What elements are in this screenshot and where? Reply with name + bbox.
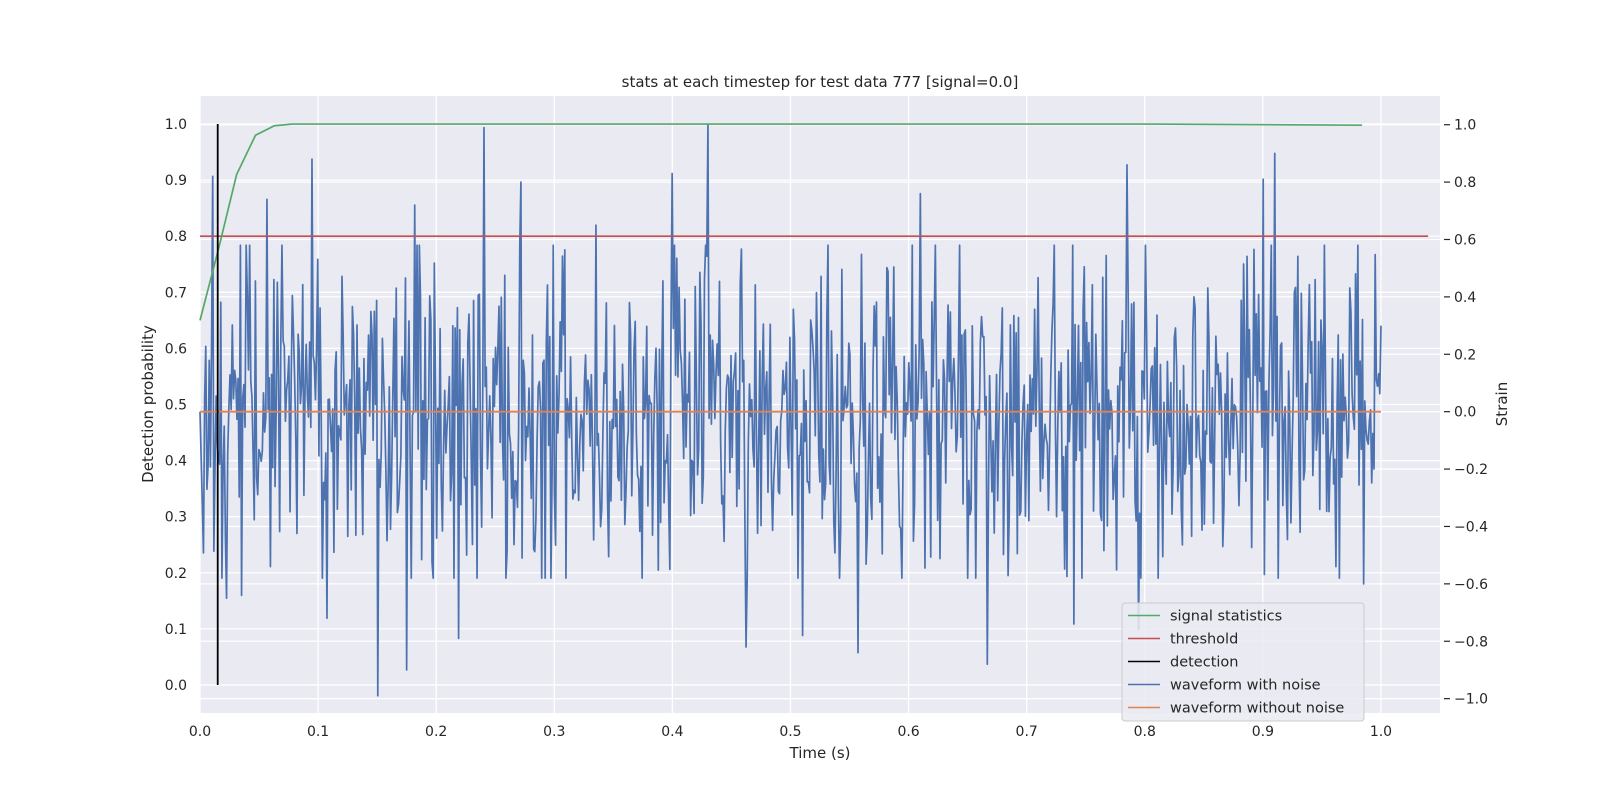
y-axis-label-right: Strain <box>1493 382 1511 426</box>
series-layer <box>199 123 1429 697</box>
legend-label-waveform-with-noise: waveform with noise <box>1170 678 1321 694</box>
x-tick-label: 0.8 <box>1134 724 1156 740</box>
y-tick-label-right: 0.4 <box>1454 290 1476 306</box>
x-tick-label: 0.2 <box>425 724 447 740</box>
y-tick-label-left: 0.9 <box>165 173 187 189</box>
legend-label-threshold: threshold <box>1170 632 1238 648</box>
y-tick-label-left: 0.5 <box>165 398 187 414</box>
x-tick-label: 1.0 <box>1370 724 1392 740</box>
chart-title: stats at each timestep for test data 777… <box>622 73 1019 91</box>
y-tick-label-left: 0.4 <box>165 454 187 470</box>
x-tick-label: 0.6 <box>897 724 919 740</box>
legend-label-detection: detection <box>1170 655 1238 671</box>
x-axis-label: Time (s) <box>789 744 851 762</box>
ticks: 0.0 0.1 0.2 0.3 0.4 0.5 0.6 0.7 0.8 0.9 1.0 0.0 0.1 0… <box>165 117 1488 740</box>
series-waveform-with-noise <box>199 123 1382 697</box>
x-tick-label: 0.0 <box>189 724 211 740</box>
x-tick-label: 0.7 <box>1016 724 1038 740</box>
y-tick-label-right: −0.4 <box>1454 519 1488 535</box>
x-tick-label: 0.1 <box>307 724 329 740</box>
y-tick-label-right: 1.0 <box>1454 118 1476 134</box>
y-tick-label-left: 0.2 <box>165 566 187 582</box>
y-tick-label-left: 0.0 <box>165 678 187 694</box>
y-tick-label-right: 0.0 <box>1454 405 1476 421</box>
y-tick-label-left: 0.6 <box>165 341 187 357</box>
series-signal-statistics <box>199 123 1363 321</box>
y-tick-label-right: 0.2 <box>1454 347 1476 363</box>
y-tick-label-right: −0.6 <box>1454 577 1488 593</box>
x-tick-label: 0.5 <box>779 724 801 740</box>
x-tick-label: 0.4 <box>661 724 683 740</box>
y-tick-label-left: 0.7 <box>165 285 187 301</box>
y-tick-label-right: −0.2 <box>1454 462 1488 478</box>
y-tick-label-left: 0.1 <box>165 622 187 638</box>
legend-box <box>1121 602 1365 722</box>
y-tick-label-left: 0.8 <box>165 229 187 245</box>
legend-label-signal-statistics: signal statistics <box>1170 609 1282 625</box>
x-tick-label: 0.9 <box>1252 724 1274 740</box>
y-tick-label-right: −0.8 <box>1454 634 1488 650</box>
y-tick-label-right: −1.0 <box>1454 692 1488 708</box>
y-tick-label-right: 0.6 <box>1454 232 1476 248</box>
legend: signal statistics threshold detection wa… <box>1121 602 1365 722</box>
y-tick-label-left: 0.3 <box>165 510 187 526</box>
x-tick-label: 0.3 <box>543 724 565 740</box>
legend-label-waveform-without-noise: waveform without noise <box>1170 701 1344 717</box>
y-tick-label-left: 1.0 <box>165 117 187 133</box>
y-axis-label-left: Detection probability <box>139 325 157 483</box>
y-tick-label-right: 0.8 <box>1454 175 1476 191</box>
